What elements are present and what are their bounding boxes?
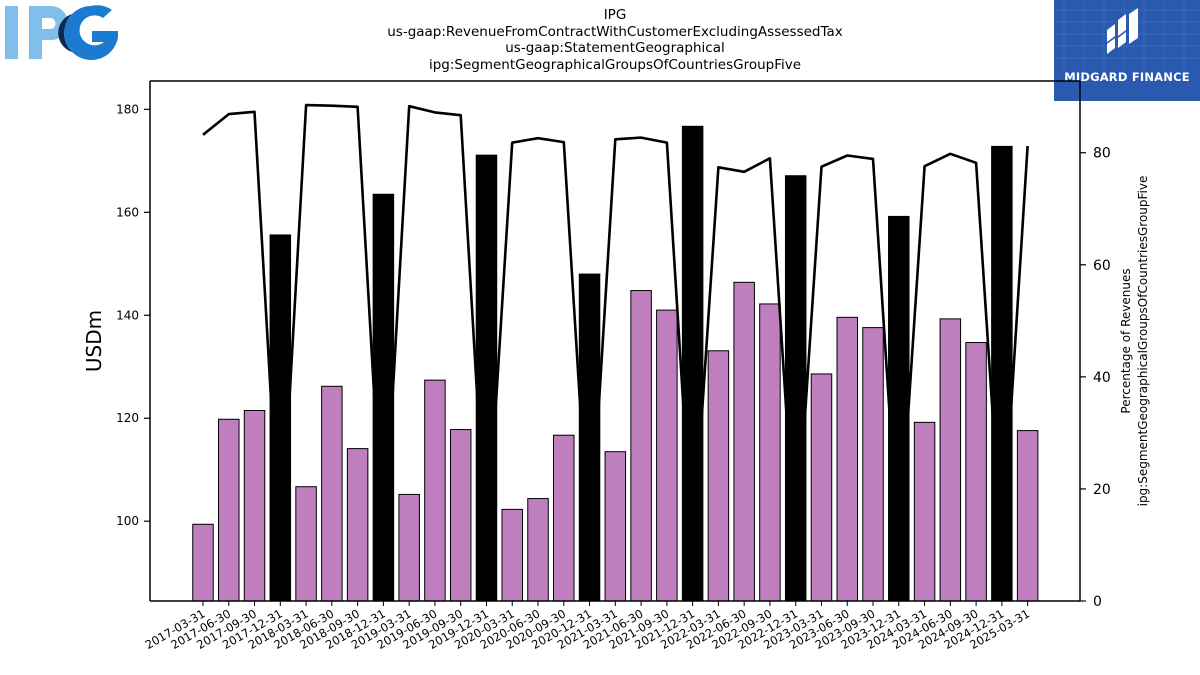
bar — [681, 125, 704, 602]
bar — [939, 318, 962, 602]
bar — [707, 350, 730, 602]
y2-tick-label: 0 — [1093, 594, 1102, 610]
bar — [553, 434, 575, 602]
y2-tick-label: 20 — [1093, 482, 1111, 498]
bar — [862, 327, 884, 602]
bar — [501, 508, 523, 602]
bar — [836, 316, 858, 602]
bar — [449, 429, 472, 602]
bar — [527, 498, 549, 602]
bar — [604, 451, 627, 602]
bar — [243, 410, 266, 602]
logo-letter-i — [5, 6, 18, 59]
title-line-4: ipg:SegmentGeographicalGroupsOfCountries… — [428, 56, 802, 73]
bar — [398, 493, 420, 602]
brand-name: MIDGARD FINANCE — [1064, 70, 1190, 84]
y2-tick-label: 60 — [1093, 258, 1111, 274]
y-tick-label: 140 — [116, 308, 139, 322]
bar — [913, 421, 936, 602]
chart-title: IPG us-gaap:RevenueFromContractWithCusto… — [300, 7, 930, 73]
bar — [759, 303, 781, 602]
title-line-1: IPG — [603, 7, 627, 23]
ipg-logo — [0, 0, 125, 70]
line-layer — [202, 103, 1029, 563]
bar — [424, 379, 446, 602]
logo-overlap — [58, 14, 72, 52]
percentage-line — [202, 103, 1029, 563]
bar — [346, 448, 369, 602]
bar — [733, 281, 755, 602]
title-line-3: us-gaap:StatementGeographical — [505, 40, 725, 56]
bar — [656, 309, 678, 602]
y-tick-label: 160 — [116, 205, 139, 219]
y2-tick-label: 80 — [1093, 146, 1111, 162]
bar — [295, 486, 317, 602]
y2-axis-label-line-1: Percentage of Revenues — [1119, 268, 1133, 413]
y-tick-label: 180 — [116, 102, 139, 116]
bar — [218, 418, 240, 602]
y-axis-label: USDm — [82, 310, 106, 372]
bar — [810, 373, 833, 602]
y-tick-label: 120 — [116, 411, 139, 425]
midgard-finance-logo: MIDGARD FINANCE — [1054, 0, 1200, 101]
bar — [991, 145, 1013, 602]
y2-tick-label: 40 — [1093, 370, 1111, 386]
logo-letter-g — [64, 5, 118, 60]
y2-axis-label-line-2: ipg:SegmentGeographicalGroupsOfCountries… — [1136, 176, 1150, 507]
midgard-mark-icon — [1107, 8, 1138, 54]
bar — [965, 342, 987, 602]
title-line-2: us-gaap:RevenueFromContractWithCustomerE… — [387, 23, 843, 40]
bar — [321, 385, 343, 602]
bar — [630, 290, 652, 602]
bar — [1016, 430, 1039, 602]
logo-letter-p — [29, 6, 68, 59]
y-tick-label: 100 — [116, 514, 139, 528]
bar — [192, 523, 214, 602]
